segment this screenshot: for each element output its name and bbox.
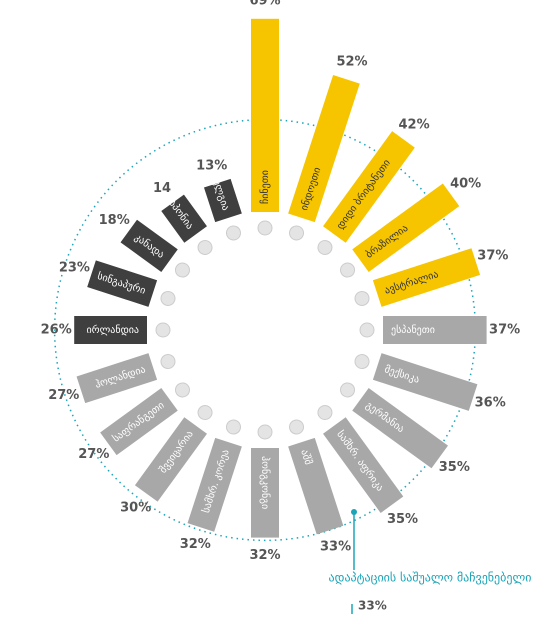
value-label: 35% bbox=[387, 512, 418, 527]
flag bbox=[225, 225, 241, 241]
bar-group: სინგაპური bbox=[87, 260, 176, 307]
bar bbox=[288, 437, 344, 535]
bar-group: აშშ bbox=[288, 419, 344, 535]
bar-label: ჰონგკონგი bbox=[259, 456, 271, 509]
bar bbox=[120, 219, 178, 272]
flag bbox=[257, 424, 273, 440]
value-label: 30% bbox=[120, 500, 151, 515]
average-dot bbox=[351, 509, 357, 515]
bar bbox=[76, 353, 158, 404]
flag bbox=[317, 239, 333, 255]
flag bbox=[340, 382, 356, 398]
flag bbox=[257, 220, 273, 236]
bar bbox=[352, 183, 460, 272]
bar-group: ბელგია bbox=[203, 173, 242, 241]
bar bbox=[134, 417, 207, 502]
bar-label: ირლანდია bbox=[86, 324, 139, 336]
flag bbox=[317, 405, 333, 421]
value-label: 32% bbox=[180, 537, 211, 552]
value-label: 26% bbox=[41, 323, 72, 338]
value-label: 14 bbox=[153, 181, 171, 196]
flag bbox=[155, 322, 171, 338]
bar-label: ესპანეთი bbox=[391, 324, 435, 336]
flag bbox=[197, 239, 213, 255]
bar-group: ჰონგკონგი bbox=[251, 424, 279, 538]
value-label: 37% bbox=[477, 248, 508, 263]
bar-group: ავსტრალია bbox=[354, 248, 481, 307]
bar-group: იაპონია bbox=[161, 193, 213, 255]
value-label: 18% bbox=[99, 213, 130, 228]
bar-label: ჩინეთი bbox=[259, 170, 271, 204]
flag bbox=[340, 262, 356, 278]
value-label: 13% bbox=[196, 159, 227, 174]
flag bbox=[225, 419, 241, 435]
flag bbox=[160, 354, 176, 370]
value-label: 36% bbox=[475, 396, 506, 411]
flag bbox=[359, 322, 375, 338]
value-label: 69% bbox=[249, 0, 280, 8]
value-label: 32% bbox=[249, 548, 280, 563]
bar-group: ინდოეთი bbox=[288, 74, 360, 241]
bar-group: ირლანდია bbox=[74, 316, 171, 344]
flag bbox=[289, 419, 305, 435]
flag bbox=[197, 405, 213, 421]
value-label: 33% bbox=[320, 540, 351, 555]
flag bbox=[160, 290, 176, 306]
bar bbox=[383, 316, 487, 344]
bar-label: აშშ bbox=[298, 448, 314, 466]
bar-group: მექსიკა bbox=[354, 353, 478, 411]
bar bbox=[251, 448, 279, 538]
bar bbox=[288, 74, 360, 223]
bar-group: ჩინეთი bbox=[251, 18, 279, 236]
value-label: 52% bbox=[336, 55, 367, 70]
bar bbox=[203, 178, 242, 223]
bar bbox=[87, 260, 158, 307]
value-label: 42% bbox=[398, 117, 429, 132]
bar bbox=[323, 417, 404, 513]
bar bbox=[323, 131, 415, 243]
average-label: ადაპტაციის საშუალო მაჩვენებელი bbox=[329, 571, 532, 585]
value-label: 35% bbox=[439, 460, 470, 475]
flag bbox=[289, 225, 305, 241]
bar-group: ესპანეთი bbox=[359, 316, 487, 344]
average-value-label: 33% bbox=[358, 599, 387, 613]
flag bbox=[174, 382, 190, 398]
value-label: 23% bbox=[59, 261, 90, 276]
bar bbox=[372, 353, 478, 411]
bar bbox=[74, 316, 147, 344]
value-label: 27% bbox=[78, 447, 109, 462]
bar bbox=[372, 248, 481, 307]
flag bbox=[174, 262, 190, 278]
value-label: 27% bbox=[48, 388, 79, 403]
flag bbox=[354, 290, 370, 306]
bar bbox=[352, 388, 448, 469]
bar bbox=[251, 18, 279, 212]
bar bbox=[161, 194, 207, 243]
bar-label: დიდი ბრიტანეთი bbox=[334, 157, 393, 231]
value-label: 37% bbox=[489, 323, 520, 338]
flag bbox=[354, 354, 370, 370]
bar bbox=[187, 437, 242, 532]
value-label: 40% bbox=[450, 177, 481, 192]
bar bbox=[100, 388, 178, 456]
